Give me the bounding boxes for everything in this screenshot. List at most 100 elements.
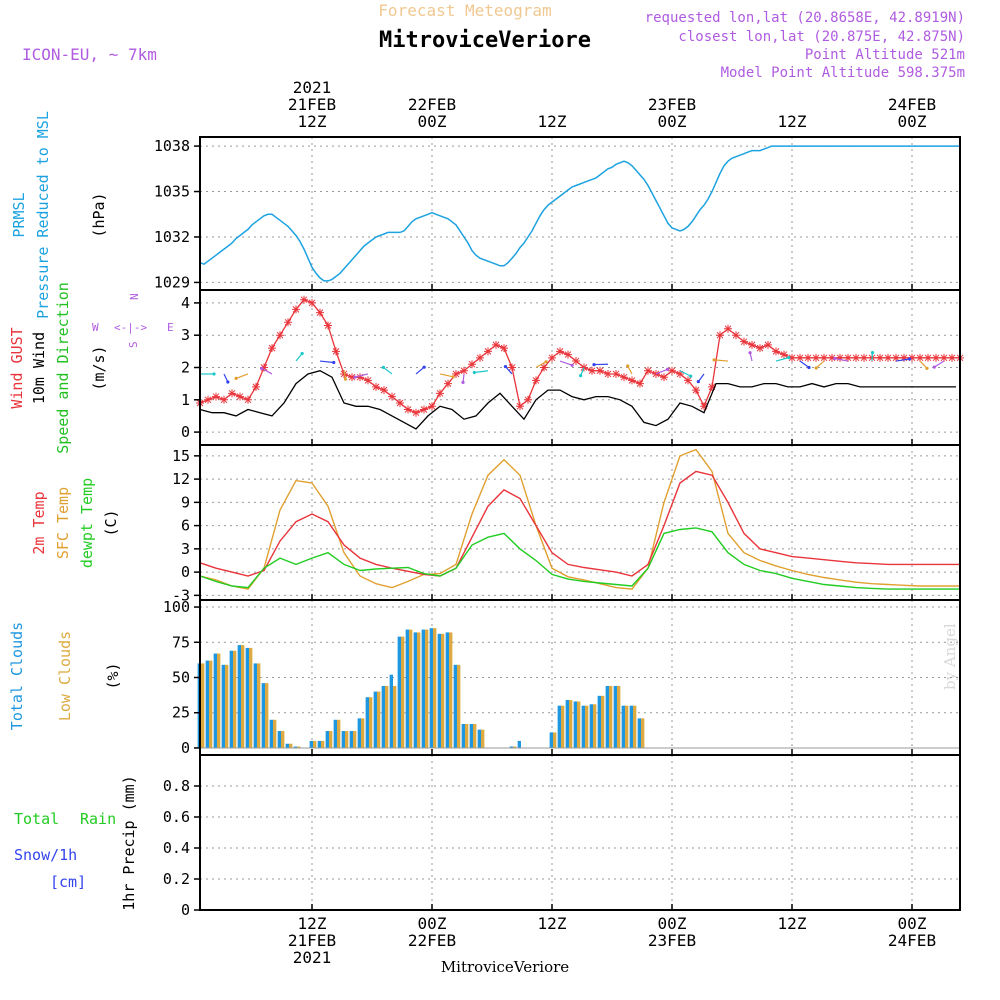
- cloud-labels: Total Clouds Low Clouds (%): [8, 622, 122, 730]
- low-cloud-bar: [201, 663, 205, 748]
- direction-label: Speed and Direction: [54, 282, 72, 454]
- total-cloud-bar: [509, 746, 513, 748]
- wind-line: [199, 370, 956, 430]
- low-cloud-bar: [641, 718, 645, 748]
- low-cloud-bar: [241, 645, 245, 748]
- wind-arrowhead: [807, 365, 811, 370]
- top-time-label: 21FEB: [288, 95, 336, 114]
- bottom-time-label: 2021: [293, 948, 332, 967]
- wind-arrow: [415, 366, 425, 375]
- total-cloud-bar: [381, 685, 385, 748]
- gust-marker: [292, 305, 300, 314]
- closest-coords: closest lon,lat (20.875E, 42.875N): [678, 29, 965, 45]
- low-cloud-bar: [625, 705, 629, 748]
- gust-marker: [604, 369, 612, 378]
- y-tick-label: 50: [172, 669, 190, 687]
- total-cloud-bar: [437, 633, 441, 748]
- rain-label: Rain: [80, 810, 116, 828]
- clouds-unit-label: (%): [104, 662, 122, 689]
- compass-arrows-h: <-|->: [114, 321, 147, 334]
- gust-marker: [916, 353, 924, 362]
- low-cloud-bar: [409, 629, 413, 748]
- low-cloud-bar: [329, 731, 333, 748]
- low-cloud-bar: [433, 628, 437, 748]
- gust-marker: [932, 353, 940, 362]
- low-cloud-bar: [577, 701, 581, 748]
- low-cloud-bar: [561, 705, 565, 748]
- low-cloud-bar: [289, 743, 293, 748]
- total-cloud-bar: [365, 697, 369, 748]
- gust-marker: [852, 353, 860, 362]
- gust-marker: [676, 369, 684, 378]
- temp-unit-label: (C): [102, 509, 120, 536]
- wind-arrowhead: [696, 380, 700, 384]
- wind-arrow: [354, 373, 369, 378]
- gust-marker: [484, 347, 492, 356]
- gust-marker: [300, 295, 308, 304]
- total-cloud-bar: [629, 705, 633, 748]
- gust-marker: [700, 402, 708, 411]
- total-cloud-bar: [245, 647, 249, 748]
- gust-marker: [940, 353, 948, 362]
- wind-arrowhead: [332, 360, 336, 365]
- total-cloud-bar: [613, 685, 617, 748]
- wind-arrowhead: [932, 365, 936, 369]
- pressure-labels: PRMSL Pressure Reduced to MSL (hPa): [10, 111, 108, 319]
- wind-arrow: [439, 373, 454, 378]
- gust-marker: [716, 331, 724, 340]
- data-layer: [196, 145, 964, 911]
- wind-arrowhead: [503, 364, 508, 369]
- panel-frame: [199, 444, 961, 601]
- total-cloud-bar: [429, 628, 433, 748]
- wind-arrowhead: [234, 376, 238, 381]
- total-cloud-bar: [349, 731, 353, 748]
- gust-marker: [724, 324, 732, 333]
- panel-frame: [199, 754, 961, 911]
- gust-marker: [324, 321, 332, 330]
- gust-marker: [740, 337, 748, 346]
- wind-arrow: [933, 360, 945, 368]
- y-tick-label: 12: [172, 470, 190, 488]
- top-time-label: 2021: [293, 78, 332, 97]
- low-cloud-bar: [225, 664, 229, 748]
- wind-arrow: [559, 360, 573, 366]
- low-cloud-bar: [345, 731, 349, 748]
- gust-marker: [636, 379, 644, 388]
- wind-arrow: [799, 360, 810, 368]
- gust-marker: [252, 382, 260, 391]
- gust-marker: [924, 353, 932, 362]
- total-cloud-bar: [557, 705, 561, 748]
- wind-arrow: [714, 359, 729, 362]
- wind-arrowhead: [461, 380, 465, 384]
- temp-labels: 2m Temp SFC Temp dewpt Temp (C): [30, 478, 120, 568]
- wind-arrow: [834, 357, 849, 362]
- low-cloud-bar: [553, 732, 557, 748]
- wind-arrowhead: [870, 351, 875, 355]
- axis-layer: 102910321035103801234-303691215025507510…: [154, 78, 936, 967]
- wind-arrowhead: [259, 366, 264, 370]
- low-cloud-bar: [617, 685, 621, 748]
- gust-marker: [908, 353, 916, 362]
- gust-marker: [228, 389, 236, 398]
- gust-marker: [884, 353, 892, 362]
- bottom-time-label: 12Z: [538, 914, 567, 933]
- y-tick-label: 4: [181, 294, 190, 312]
- gust-marker: [660, 373, 668, 382]
- wind-arrowhead: [748, 351, 752, 355]
- wind-labels: Wind GUST 10m Wind Speed and Direction (…: [8, 282, 174, 454]
- prmsl-label: PRMSL: [10, 192, 28, 237]
- gust-marker: [476, 353, 484, 362]
- wind-arrowhead: [381, 365, 385, 369]
- low-cloud-bar: [449, 632, 453, 748]
- wind-arrowhead: [353, 375, 357, 379]
- y-tick-label: 2: [181, 359, 190, 377]
- low-cloud-bar: [377, 691, 381, 748]
- wind-arrowhead: [212, 372, 216, 376]
- wind-arrow: [383, 366, 393, 375]
- gust-marker: [308, 298, 316, 307]
- low-cloud-bar: [281, 731, 285, 748]
- total-clouds-label: Total Clouds: [8, 622, 26, 730]
- total-cloud-bar: [445, 632, 449, 748]
- total-cloud-bar: [309, 740, 313, 748]
- bottom-time-label: 12Z: [778, 914, 807, 933]
